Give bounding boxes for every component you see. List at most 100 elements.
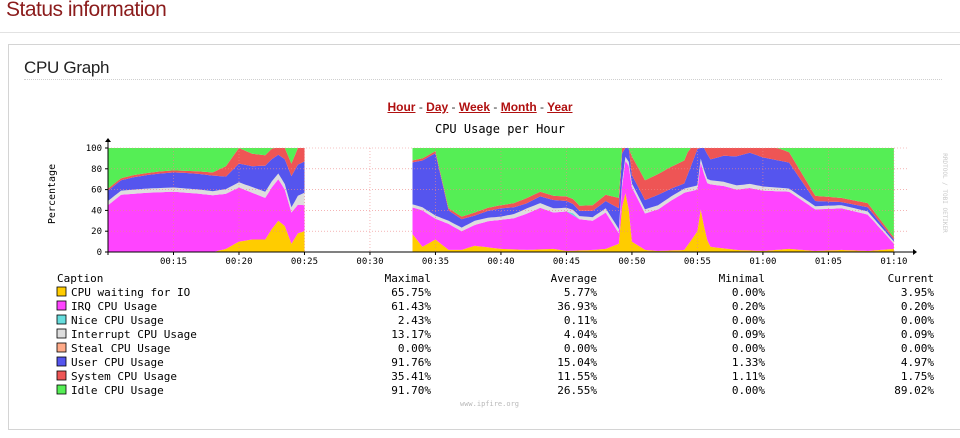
legend-current: 1.75% <box>901 370 934 383</box>
side-watermark: RRDTOOL / TOBI OETIKER <box>941 153 948 233</box>
y-tick-label: 20 <box>91 227 102 237</box>
legend-average: 5.77% <box>564 286 597 299</box>
chart-title: CPU Usage per Hour <box>435 122 565 136</box>
area-series <box>108 179 305 252</box>
legend-average: 36.93% <box>557 300 597 313</box>
period-separator: - <box>418 100 423 114</box>
legend-average: 4.04% <box>564 328 597 341</box>
legend-header-maximal: Maximal <box>385 272 431 285</box>
legend-maximal: 0.00% <box>398 342 431 355</box>
area-series <box>412 148 894 240</box>
period-link-day[interactable]: Day <box>426 100 449 114</box>
legend-minimal: 0.09% <box>732 328 765 341</box>
legend-maximal: 2.43% <box>398 314 431 327</box>
x-tick-label: 01:10 <box>880 257 907 267</box>
area-series <box>412 160 894 251</box>
panel-divider <box>24 79 942 80</box>
legend-current: 0.00% <box>901 314 934 327</box>
y-tick-label: 40 <box>91 206 102 216</box>
area-series <box>412 148 894 238</box>
period-link-week[interactable]: Week <box>458 100 491 114</box>
x-tick-label: 00:55 <box>684 257 711 267</box>
x-tick-label: 00:45 <box>553 257 580 267</box>
period-separator: - <box>451 100 456 114</box>
legend-swatch <box>56 342 67 353</box>
legend-minimal: 1.11% <box>732 370 765 383</box>
legend-swatch <box>56 314 67 325</box>
legend-header-caption: Caption <box>57 272 103 285</box>
legend-minimal: 0.20% <box>732 300 765 313</box>
area-series <box>412 148 894 242</box>
legend-caption: IRQ CPU Usage <box>71 300 157 313</box>
x-tick-label: 00:50 <box>618 257 645 267</box>
x-tick-label: 00:40 <box>487 257 514 267</box>
legend-maximal: 61.43% <box>391 300 431 313</box>
legend-minimal: 0.00% <box>732 342 765 355</box>
legend-current: 4.97% <box>901 356 934 369</box>
legend-current: 3.95% <box>901 286 934 299</box>
legend-average: 0.00% <box>564 342 597 355</box>
area-series <box>108 154 305 208</box>
legend-caption: Steal CPU Usage <box>71 342 170 355</box>
period-link-year[interactable]: Year <box>547 100 573 114</box>
legend-current: 89.02% <box>894 384 934 397</box>
footer-watermark: www.ipfire.org <box>460 400 520 408</box>
legend-caption: Idle CPU Usage <box>71 384 164 397</box>
legend-caption: System CPU Usage <box>71 370 177 383</box>
cpu-usage-chart: CPU Usage per Hour Percentage RRDTOOL / … <box>47 122 948 397</box>
legend-current: 0.00% <box>901 342 934 355</box>
period-separator: - <box>540 100 545 114</box>
legend-caption: Interrupt CPU Usage <box>71 328 197 341</box>
x-tick-label: 00:30 <box>356 257 383 267</box>
x-tick-label: 00:25 <box>291 257 318 267</box>
legend-current: 0.09% <box>901 328 934 341</box>
legend-swatch <box>56 356 67 367</box>
x-tick-label: 00:35 <box>422 257 449 267</box>
legend-maximal: 91.76% <box>391 356 431 369</box>
legend-minimal: 0.00% <box>732 314 765 327</box>
area-series <box>108 148 305 189</box>
legend-current: 0.20% <box>901 300 934 313</box>
legend-swatch <box>56 300 67 311</box>
legend-caption: Nice CPU Usage <box>71 314 164 327</box>
legend-maximal: 35.41% <box>391 370 431 383</box>
x-tick-label: 00:15 <box>160 257 187 267</box>
legend-minimal: 0.00% <box>732 286 765 299</box>
legend-caption: CPU waiting for IO <box>71 286 190 299</box>
x-tick-label: 00:20 <box>225 257 252 267</box>
legend-average: 11.55% <box>557 370 597 383</box>
header-divider <box>0 32 960 33</box>
y-tick-label: 0 <box>97 248 102 258</box>
page-title: Status information <box>6 0 167 21</box>
legend-header-current: Current <box>888 272 934 285</box>
x-tick-label: 01:05 <box>815 257 842 267</box>
legend-header-average: Average <box>551 272 597 285</box>
x-tick-label: 01:00 <box>749 257 776 267</box>
panel-title: CPU Graph <box>24 58 110 77</box>
y-tick-label: 60 <box>91 186 102 196</box>
y-tick-label: 80 <box>91 165 102 175</box>
legend-maximal: 13.17% <box>391 328 431 341</box>
y-axis-arrow <box>105 138 111 142</box>
legend-swatch <box>56 384 67 395</box>
x-axis-arrow <box>913 249 917 255</box>
period-selector: Hour - Day - Week - Month - Year <box>0 100 960 114</box>
area-series <box>108 148 305 191</box>
legend-maximal: 91.70% <box>391 384 431 397</box>
area-series <box>108 173 305 213</box>
period-link-month[interactable]: Month <box>500 100 537 114</box>
legend-minimal: 0.00% <box>732 384 765 397</box>
period-separator: - <box>493 100 498 114</box>
legend-average: 15.04% <box>557 356 597 369</box>
legend-caption: User CPU Usage <box>71 356 164 369</box>
period-link-hour[interactable]: Hour <box>387 100 416 114</box>
legend-swatch <box>56 286 67 297</box>
legend-average: 0.11% <box>564 314 597 327</box>
legend-minimal: 1.33% <box>732 356 765 369</box>
y-tick-label: 100 <box>86 144 102 154</box>
area-series <box>108 220 305 252</box>
legend-average: 26.55% <box>557 384 597 397</box>
legend-maximal: 65.75% <box>391 286 431 299</box>
legend-swatch <box>56 370 67 381</box>
y-axis-label: Percentage <box>47 164 58 224</box>
